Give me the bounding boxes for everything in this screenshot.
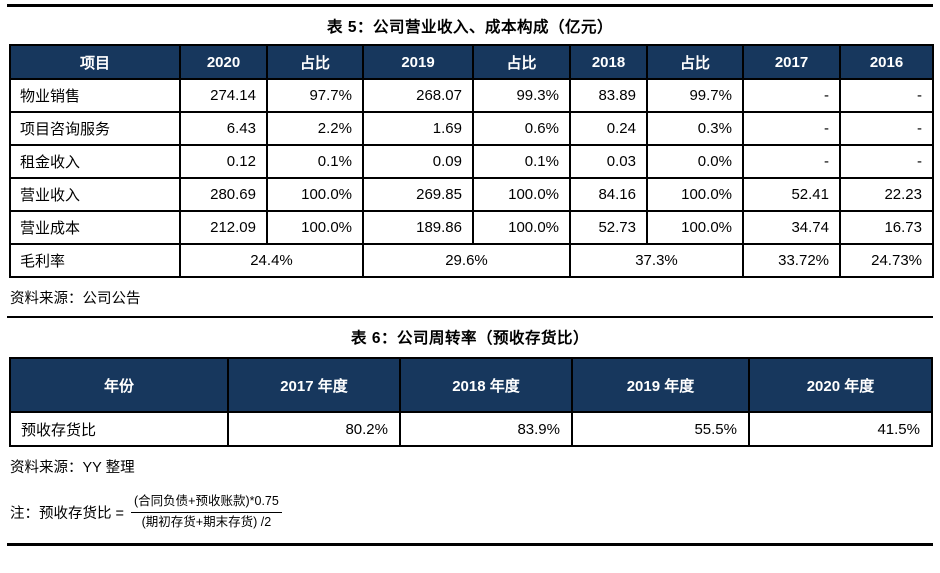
header-cell: 2020 年度	[748, 357, 933, 413]
middle-divider	[7, 316, 933, 318]
value-cell: 80.2%	[227, 411, 401, 447]
value-cell: 0.03	[569, 144, 648, 179]
header-cell: 2018 年度	[399, 357, 573, 413]
value-cell: 100.0%	[472, 177, 571, 212]
row-label-cell: 项目咨询服务	[9, 111, 181, 146]
value-cell: 100.0%	[472, 210, 571, 245]
header-cell: 2018	[569, 44, 648, 80]
bottom-divider	[7, 543, 933, 546]
value-cell: -	[839, 111, 934, 146]
value-cell: 55.5%	[571, 411, 750, 447]
footnote-label: 注：预收存货比 =	[10, 505, 124, 522]
value-cell: 100.0%	[646, 177, 744, 212]
value-cell: 269.85	[362, 177, 474, 212]
table-header-row: 项目 2020 占比 2019 占比 2018 占比 2017 2016	[9, 44, 934, 80]
value-cell: 212.09	[179, 210, 268, 245]
revenue-cost-table: 项目 2020 占比 2019 占比 2018 占比 2017 2016 物业销…	[9, 44, 934, 278]
value-cell: 0.12	[179, 144, 268, 179]
value-cell: -	[742, 111, 841, 146]
value-cell: 16.73	[839, 210, 934, 245]
value-cell: 99.7%	[646, 78, 744, 113]
value-cell: -	[839, 144, 934, 179]
header-cell: 2017	[742, 44, 841, 80]
row-label-cell: 物业销售	[9, 78, 181, 113]
table-row: 营业成本 212.09 100.0% 189.86 100.0% 52.73 1…	[9, 210, 934, 245]
merged-value-cell: 37.3%	[569, 243, 744, 278]
table-row: 租金收入 0.12 0.1% 0.09 0.1% 0.03 0.0% - -	[9, 144, 934, 179]
value-cell: 6.43	[179, 111, 268, 146]
merged-value-cell: 24.4%	[179, 243, 364, 278]
value-cell: 33.72%	[742, 243, 841, 278]
value-cell: 268.07	[362, 78, 474, 113]
value-cell: 0.0%	[646, 144, 744, 179]
value-cell: -	[742, 78, 841, 113]
header-cell: 占比	[646, 44, 744, 80]
value-cell: 34.74	[742, 210, 841, 245]
header-cell: 年份	[9, 357, 229, 413]
table5-source: 资料来源：公司公告	[10, 291, 141, 307]
fraction-denominator: (期初存货+期末存货) /2	[141, 514, 272, 529]
footnote-formula: 注：预收存货比 = (合同负债+预收账款)*0.75 (期初存货+期末存货) /…	[7, 485, 933, 541]
row-label-cell: 毛利率	[9, 243, 181, 278]
value-cell: 1.69	[362, 111, 474, 146]
value-cell: 22.23	[839, 177, 934, 212]
value-cell: -	[839, 78, 934, 113]
table-row: 项目咨询服务 6.43 2.2% 1.69 0.6% 0.24 0.3% - -	[9, 111, 934, 146]
value-cell: 100.0%	[266, 210, 364, 245]
table6-title: 表 6：公司周转率（预收存货比）	[351, 330, 589, 347]
value-cell: 83.9%	[399, 411, 573, 447]
turnover-table: 年份 2017 年度 2018 年度 2019 年度 2020 年度 预收存货比…	[9, 357, 933, 447]
value-cell: 0.24	[569, 111, 648, 146]
header-cell: 2017 年度	[227, 357, 401, 413]
header-cell: 2019	[362, 44, 474, 80]
header-cell: 项目	[9, 44, 181, 80]
row-label-cell: 营业成本	[9, 210, 181, 245]
value-cell: 0.1%	[472, 144, 571, 179]
row-label-cell: 营业收入	[9, 177, 181, 212]
value-cell: 24.73%	[839, 243, 934, 278]
merged-value-cell: 29.6%	[362, 243, 571, 278]
row-label-cell: 租金收入	[9, 144, 181, 179]
value-cell: 99.3%	[472, 78, 571, 113]
table5-title: 表 5：公司营业收入、成本构成（亿元）	[327, 19, 613, 36]
value-cell: 97.7%	[266, 78, 364, 113]
value-cell: 83.89	[569, 78, 648, 113]
table-header-row: 年份 2017 年度 2018 年度 2019 年度 2020 年度	[9, 357, 933, 413]
value-cell: 0.6%	[472, 111, 571, 146]
header-cell: 2020	[179, 44, 268, 80]
value-cell: 274.14	[179, 78, 268, 113]
value-cell: 41.5%	[748, 411, 933, 447]
table-row: 营业收入 280.69 100.0% 269.85 100.0% 84.16 1…	[9, 177, 934, 212]
value-cell: 0.3%	[646, 111, 744, 146]
table-row: 预收存货比 80.2% 83.9% 55.5% 41.5%	[9, 411, 933, 447]
value-cell: 0.09	[362, 144, 474, 179]
value-cell: 189.86	[362, 210, 474, 245]
value-cell: 100.0%	[646, 210, 744, 245]
value-cell: 2.2%	[266, 111, 364, 146]
top-divider	[7, 4, 933, 7]
value-cell: -	[742, 144, 841, 179]
gross-margin-row: 毛利率 24.4% 29.6% 37.3% 33.72% 24.73%	[9, 243, 934, 278]
table6-source: 资料来源：YY 整理	[10, 460, 135, 476]
value-cell: 0.1%	[266, 144, 364, 179]
value-cell: 280.69	[179, 177, 268, 212]
value-cell: 52.41	[742, 177, 841, 212]
fraction: (合同负债+预收账款)*0.75 (期初存货+期末存货) /2	[131, 494, 282, 530]
value-cell: 84.16	[569, 177, 648, 212]
header-cell: 占比	[472, 44, 571, 80]
value-cell: 52.73	[569, 210, 648, 245]
fraction-numerator: (合同负债+预收账款)*0.75	[131, 494, 282, 513]
header-cell: 占比	[266, 44, 364, 80]
header-cell: 2016	[839, 44, 934, 80]
row-label-cell: 预收存货比	[9, 411, 229, 447]
header-cell: 2019 年度	[571, 357, 750, 413]
table-row: 物业销售 274.14 97.7% 268.07 99.3% 83.89 99.…	[9, 78, 934, 113]
value-cell: 100.0%	[266, 177, 364, 212]
